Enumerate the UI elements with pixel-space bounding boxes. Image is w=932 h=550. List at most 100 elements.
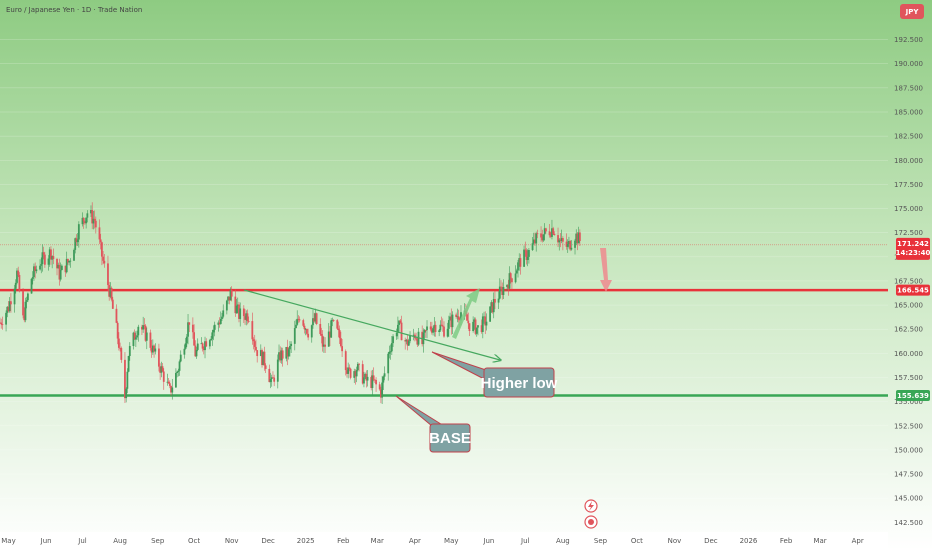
candle-body[interactable] [170,386,172,393]
candle-body[interactable] [523,249,525,267]
candle-body[interactable] [269,379,272,383]
candle-body[interactable] [455,314,458,317]
candle-body[interactable] [103,260,106,264]
candle-body[interactable] [483,316,485,318]
candle-body[interactable] [390,343,393,352]
candle-body[interactable] [205,341,208,347]
candle-body[interactable] [535,233,538,244]
candle-body[interactable] [244,316,246,320]
candle-body[interactable] [81,217,84,225]
candle-body[interactable] [542,234,545,241]
candle-body[interactable] [552,228,555,234]
candle-body[interactable] [52,256,55,260]
candle-body[interactable] [262,351,265,366]
candle-body[interactable] [35,269,38,272]
candle-body[interactable] [363,377,365,384]
candle-body[interactable] [315,313,318,324]
candle-body[interactable] [474,319,477,334]
candle-body[interactable] [569,240,572,250]
candle-body[interactable] [349,368,352,378]
candle-body[interactable] [312,318,314,326]
candle-body[interactable] [236,304,239,306]
candle-body[interactable] [558,239,561,243]
candle-body[interactable] [518,258,521,263]
candle-body[interactable] [94,220,97,228]
candle-body[interactable] [6,306,9,313]
candle-body[interactable] [127,355,130,372]
candle-body[interactable] [407,341,410,346]
candle-body[interactable] [124,359,126,399]
candle-body[interactable] [494,299,496,303]
candle-body[interactable] [375,380,377,385]
candle-body[interactable] [168,383,171,387]
candle-body[interactable] [553,233,556,236]
candle-body[interactable] [183,348,186,355]
candle-body[interactable] [194,345,197,357]
candle-body[interactable] [93,218,96,221]
candle-body[interactable] [395,332,398,337]
candle-body[interactable] [341,346,343,352]
candle-body[interactable] [41,252,44,265]
candle-body[interactable] [153,345,155,352]
candle-body[interactable] [531,243,534,250]
candle-body[interactable] [511,278,513,283]
candle-body[interactable] [188,322,191,325]
candle-body[interactable] [252,339,255,342]
candle-body[interactable] [175,372,177,388]
candle-body[interactable] [339,338,342,347]
candle-body[interactable] [132,332,135,347]
candle-body[interactable] [253,341,256,347]
price-axis[interactable]: 192.500 190.000 187.500 185.000 182.500 180.0… [894,36,923,527]
candle-body[interactable] [440,324,443,326]
candle-body[interactable] [285,346,288,359]
candle-body[interactable] [115,308,118,323]
candle-body[interactable] [337,328,340,331]
candle-body[interactable] [480,325,483,332]
candle-body[interactable] [497,298,500,303]
candle-body[interactable] [303,325,306,330]
candle-body[interactable] [259,350,262,357]
candle-body[interactable] [392,336,394,344]
candle-body[interactable] [60,265,63,271]
candle-body[interactable] [261,350,263,366]
candle-body[interactable] [84,221,86,224]
candle-body[interactable] [336,320,339,329]
candle-body[interactable] [217,322,220,325]
candle-body[interactable] [227,296,229,301]
candle-body[interactable] [508,273,511,289]
candle-body[interactable] [65,258,68,273]
candle-body[interactable] [196,343,199,350]
candle-body[interactable] [98,227,101,240]
candle-body[interactable] [400,322,403,341]
candle-body[interactable] [551,228,553,237]
candle-body[interactable] [338,330,341,339]
candle-body[interactable] [507,284,510,289]
candle-body[interactable] [353,371,356,378]
candle-body[interactable] [171,387,174,393]
candle-body[interactable] [439,324,442,331]
candle-body[interactable] [381,382,384,398]
candle-body[interactable] [364,373,367,378]
candle-body[interactable] [31,277,34,279]
candle-body[interactable] [536,233,539,235]
candle-body[interactable] [14,282,17,289]
candle-body[interactable] [561,238,564,242]
candle-body[interactable] [373,379,376,381]
candle-body[interactable] [302,320,305,326]
candle-body[interactable] [167,381,170,384]
candle-body[interactable] [481,316,484,332]
candle-body[interactable] [313,318,316,322]
candle-body[interactable] [145,332,148,341]
candle-body[interactable] [0,322,3,325]
candle-body[interactable] [314,313,317,322]
candle-body[interactable] [409,335,411,342]
candle-body[interactable] [492,299,495,313]
candle-body[interactable] [117,338,120,348]
candle-body[interactable] [229,290,232,301]
candle-body[interactable] [560,238,563,241]
candle-body[interactable] [101,242,103,257]
candle-body[interactable] [297,318,300,320]
candle-body[interactable] [466,314,468,321]
candle-body[interactable] [151,345,154,353]
candle-body[interactable] [137,326,140,336]
